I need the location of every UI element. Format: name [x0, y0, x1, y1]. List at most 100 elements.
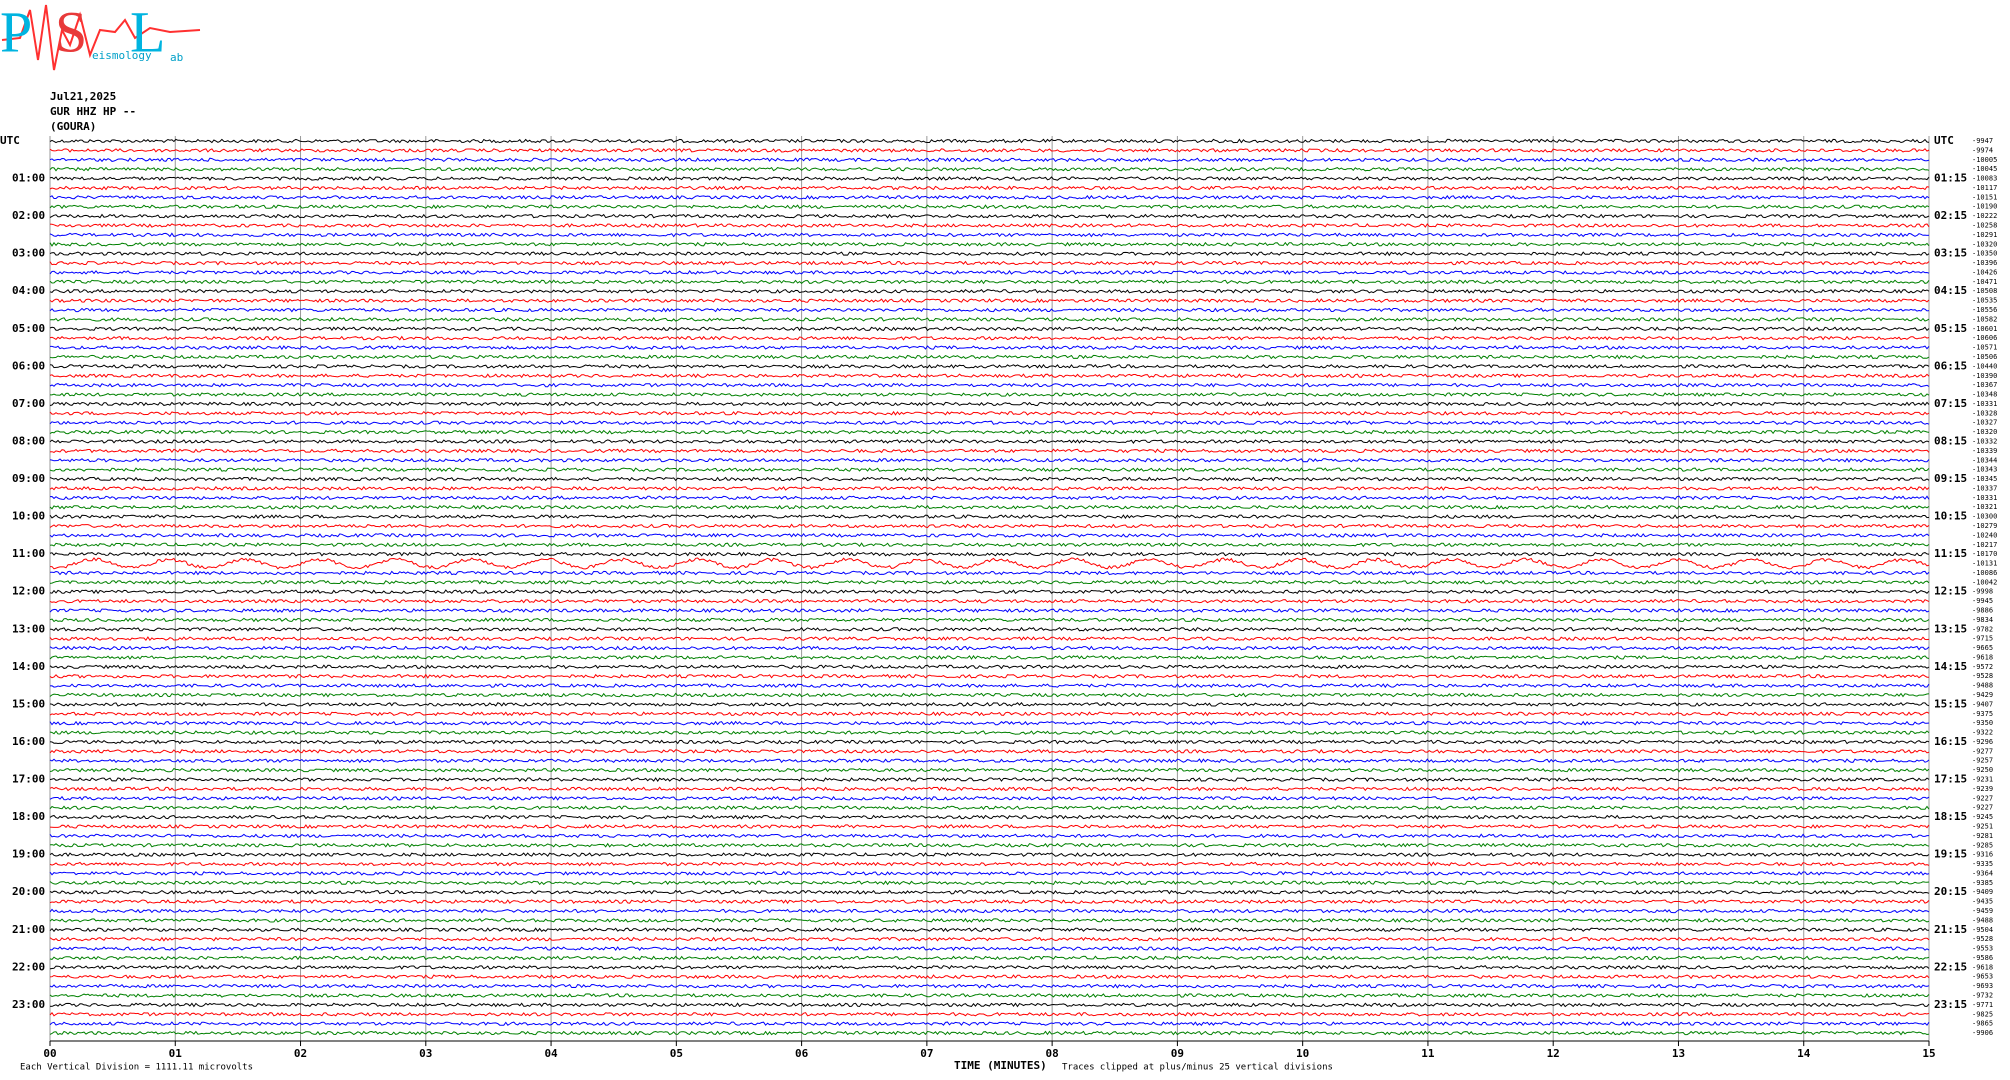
trace — [49, 429, 1930, 435]
trace-offset: -10348 — [1972, 391, 1997, 399]
trace-offset: -10240 — [1972, 531, 1997, 539]
trace-offset: -10345 — [1972, 475, 1997, 483]
trace — [49, 767, 1930, 773]
left-time-label: 18:00 — [12, 810, 45, 823]
trace — [49, 570, 1930, 576]
trace-offset: -9586 — [1972, 954, 1993, 962]
right-time-label: 03:15 — [1934, 247, 1967, 260]
trace — [49, 486, 1930, 491]
clip-note: Traces clipped at plus/minus 25 vertical… — [1062, 1063, 1333, 1073]
header-line: GUR HHZ HP -- — [50, 105, 136, 118]
right-time-label: 07:15 — [1934, 397, 1967, 410]
trace-offset: -10508 — [1972, 287, 1997, 295]
trace-offset: -9296 — [1972, 738, 1993, 746]
trace-offset: -9409 — [1972, 888, 1993, 896]
left-time-label: 12:00 — [12, 585, 45, 598]
x-tick-label: 06 — [795, 1047, 809, 1060]
trace-offset: -10606 — [1972, 334, 1997, 342]
left-time-label: 07:00 — [12, 397, 45, 410]
trace — [49, 730, 1930, 735]
trace — [49, 438, 1930, 444]
right-time-label: 02:15 — [1934, 209, 1967, 222]
right-time-label: 16:15 — [1934, 735, 1967, 748]
trace — [49, 213, 1930, 219]
right-time-label: 10:15 — [1934, 510, 1967, 523]
trace — [49, 307, 1930, 313]
trace-offset: -9407 — [1972, 700, 1993, 708]
x-axis-title: TIME (MINUTES) — [954, 1059, 1047, 1072]
trace — [49, 889, 1930, 895]
trace — [49, 617, 1930, 623]
trace-offset: -9715 — [1972, 635, 1993, 643]
trace-offset: -9322 — [1972, 729, 1993, 737]
left-time-label: 09:00 — [12, 472, 45, 485]
trace-offset: -9553 — [1972, 945, 1993, 953]
trace-offset: -10350 — [1972, 250, 1997, 258]
trace — [49, 551, 1930, 557]
trace-offset: -9974 — [1972, 146, 1993, 154]
logo-wave — [1, 4, 201, 71]
trace-offset: -10300 — [1972, 513, 1997, 521]
x-tick-label: 07 — [920, 1047, 933, 1060]
trace-offset: -10042 — [1972, 578, 1997, 586]
right-time-label: 23:15 — [1934, 998, 1967, 1011]
trace — [49, 532, 1930, 538]
trace — [49, 786, 1930, 792]
trace — [49, 1021, 1930, 1027]
trace-offset: -9227 — [1972, 804, 1993, 812]
x-tick-label: 14 — [1797, 1047, 1811, 1060]
header-line: (GOURA) — [50, 120, 96, 133]
trace-offset: -9239 — [1972, 785, 1993, 793]
trace-offset: -10367 — [1972, 381, 1997, 389]
trace-offset: -10440 — [1972, 362, 1997, 370]
trace-offset: -9528 — [1972, 935, 1993, 943]
trace-offset: -10151 — [1972, 193, 1997, 201]
trace — [49, 908, 1930, 914]
right-time-label: 22:15 — [1934, 960, 1967, 973]
trace — [49, 673, 1929, 679]
scale-note: Each Vertical Division = 1111.11 microvo… — [20, 1063, 253, 1073]
trace-offset: -10279 — [1972, 522, 1997, 530]
right-time-label: 13:15 — [1934, 622, 1967, 635]
trace-offset: -10506 — [1972, 353, 1997, 361]
trace — [49, 655, 1930, 660]
right-time-label: 06:15 — [1934, 359, 1967, 372]
trace — [49, 777, 1930, 782]
trace — [49, 711, 1930, 717]
trace — [49, 147, 1930, 153]
trace — [49, 720, 1930, 726]
logo-letter: P — [0, 0, 32, 64]
right-time-label: UTC — [1934, 134, 1954, 147]
trace-offset: -10396 — [1972, 259, 1997, 267]
trace — [49, 664, 1930, 670]
trace-offset: -9375 — [1972, 710, 1993, 718]
trace-offset: -10344 — [1972, 456, 1997, 464]
trace-offset: -9665 — [1972, 644, 1993, 652]
trace-offset: -9732 — [1972, 991, 1993, 999]
trace-offset: -10086 — [1972, 569, 1997, 577]
trace — [49, 204, 1930, 210]
x-tick-label: 05 — [670, 1047, 683, 1060]
left-time-label: 05:00 — [12, 322, 45, 335]
trace — [49, 852, 1930, 857]
trace — [49, 645, 1930, 651]
trace — [49, 814, 1930, 820]
logo-letter: S — [55, 0, 87, 64]
right-time-label: 01:15 — [1934, 172, 1967, 185]
trace-offset: -9285 — [1972, 841, 1993, 849]
trace-offset: -9277 — [1972, 747, 1993, 755]
trace — [50, 557, 1930, 570]
trace — [49, 354, 1930, 360]
trace — [49, 579, 1930, 585]
x-tick-label: 12 — [1547, 1047, 1560, 1060]
right-time-label: 04:15 — [1934, 284, 1967, 297]
left-time-label: UTC — [0, 134, 20, 147]
trace-offset: -9459 — [1972, 907, 1993, 915]
header-line: Jul21,2025 — [50, 90, 116, 103]
trace — [49, 927, 1929, 933]
trace — [49, 185, 1930, 191]
trace — [49, 194, 1930, 200]
logo-letter: L — [130, 0, 165, 64]
trace — [49, 861, 1930, 867]
trace — [49, 260, 1930, 266]
